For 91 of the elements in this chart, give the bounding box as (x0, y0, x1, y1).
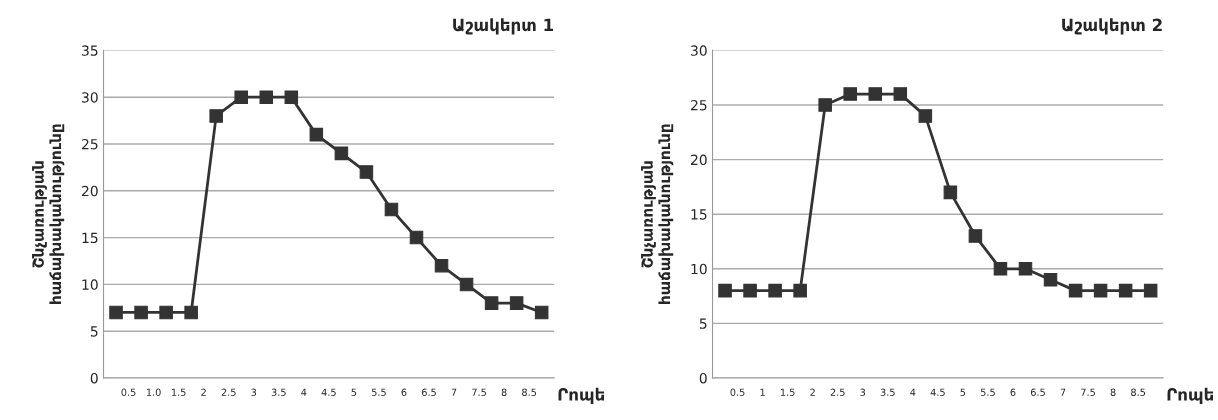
point (234, 90, 248, 104)
chart-title: Աշակերտ 1 (453, 18, 554, 35)
point (309, 127, 324, 142)
point (1118, 283, 1133, 298)
point (409, 230, 424, 245)
y-axis-title: Շնչառության հաճախականությունը (641, 124, 674, 304)
y-tick-label: 15 (691, 209, 707, 220)
point (968, 229, 983, 243)
x-tick-label: 4.5 (930, 388, 945, 396)
x-tick-label: 0.5 (730, 388, 745, 396)
point (284, 90, 299, 104)
x-tick-label: 6 (401, 388, 407, 396)
point (209, 109, 223, 123)
point (109, 305, 123, 320)
x-tick-label: 0.5 (121, 388, 136, 396)
y-tick-label: 15 (82, 232, 98, 244)
point (1093, 283, 1108, 298)
x-tick-label: 4 (301, 388, 307, 396)
x-tick-label: 3 (251, 388, 257, 396)
point (184, 305, 198, 320)
x-tick-label: 6 (1010, 388, 1016, 396)
point (993, 262, 1008, 276)
y-axis-title: Շնչառության հաճախականությունը (32, 124, 65, 304)
x-tick-label: 2.5 (221, 388, 236, 396)
x-tick-label: 7 (1060, 388, 1066, 396)
point (509, 296, 524, 310)
point (359, 165, 374, 179)
x-tick-label: 8.5 (522, 388, 537, 396)
x-tick-label: 3.5 (880, 388, 895, 396)
x-tick-label: 6.5 (421, 388, 436, 396)
point (384, 202, 399, 217)
x-tick-label: 8 (501, 388, 507, 396)
y-tick-label: 25 (82, 138, 98, 150)
y-tick-label: 20 (82, 185, 98, 197)
x-tick-label: 1.5 (780, 388, 795, 396)
x-tick-label: 1.5 (171, 388, 186, 396)
y-tick-label: 10 (691, 263, 707, 275)
y-tick-label: 10 (82, 279, 98, 290)
point (893, 87, 908, 101)
x-tick-label: 7.5 (1081, 388, 1095, 396)
x-tick-label: 7.5 (472, 388, 486, 396)
y-tick-label: 20 (691, 154, 707, 166)
point (259, 90, 274, 104)
point (334, 146, 349, 161)
x-tick-label: 5.5 (371, 388, 386, 396)
point (743, 283, 757, 298)
y-tick-label: 0 (90, 372, 98, 384)
point (943, 185, 958, 200)
point (534, 305, 549, 320)
x-tick-label: 5 (351, 388, 357, 396)
chart-title: Աշակերտ 2 (1062, 18, 1162, 35)
x-tick-label: 8.5 (1131, 388, 1146, 396)
y-tick-label: 0 (699, 372, 707, 384)
point (718, 283, 732, 298)
point (1068, 283, 1083, 298)
y-tick-label: 25 (691, 99, 707, 111)
y-tick-label: 5 (699, 318, 707, 329)
x-tick-label: 1.0 (146, 388, 161, 396)
point (868, 87, 883, 101)
x-tick-label: 2.5 (830, 388, 845, 396)
point (484, 296, 499, 310)
x-tick-label: 2 (201, 388, 206, 396)
point (793, 283, 807, 298)
x-tick-label: 2 (810, 388, 815, 396)
y-tick-label: 5 (90, 326, 98, 337)
x-tick-label: 5 (960, 388, 966, 396)
y-tick-label: 35 (82, 45, 98, 56)
point (159, 305, 173, 320)
x-tick-label: 5.5 (980, 388, 995, 396)
y-tick-label: 30 (691, 45, 707, 56)
x-axis-title: Րոպե (558, 387, 605, 404)
point (768, 283, 782, 298)
point (434, 258, 449, 273)
point (1018, 262, 1033, 276)
x-tick-label: 3 (860, 388, 866, 396)
x-tick-label: 4 (910, 388, 916, 396)
point (918, 109, 933, 123)
point (459, 277, 474, 292)
x-tick-label: 1 (760, 388, 765, 396)
x-tick-label: 3.5 (271, 388, 286, 396)
x-tick-label: 4.5 (321, 388, 336, 396)
point (818, 98, 832, 112)
point (134, 305, 148, 320)
point (1143, 283, 1158, 298)
x-tick-label: 8 (1110, 388, 1116, 396)
point (843, 87, 857, 101)
point (1043, 272, 1058, 287)
x-tick-label: 6.5 (1030, 388, 1045, 396)
x-axis-title: Րոպե (1167, 387, 1214, 404)
x-tick-label: 7 (451, 388, 457, 396)
y-tick-label: 30 (82, 92, 98, 103)
